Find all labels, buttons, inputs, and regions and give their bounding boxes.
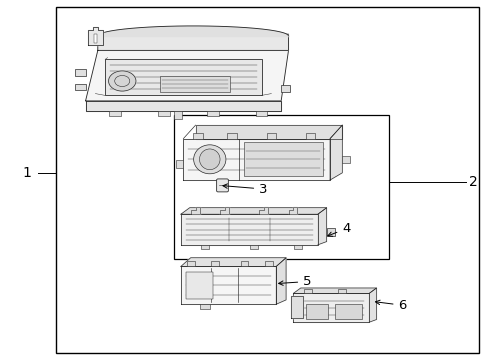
Polygon shape [293, 293, 368, 322]
Bar [294, 245, 302, 249]
Bar [105, 59, 261, 95]
Polygon shape [293, 288, 376, 293]
Bar [250, 245, 258, 249]
Circle shape [108, 71, 136, 91]
Bar [206, 111, 218, 116]
Polygon shape [98, 34, 288, 50]
Bar [255, 111, 267, 116]
Bar [176, 161, 183, 168]
Text: 1: 1 [22, 166, 31, 180]
Polygon shape [368, 288, 376, 322]
Polygon shape [195, 125, 342, 139]
Polygon shape [181, 214, 317, 245]
Polygon shape [190, 207, 199, 214]
Bar [109, 111, 121, 116]
Polygon shape [181, 266, 276, 304]
Bar [173, 115, 388, 259]
Bar [240, 261, 248, 266]
Bar [266, 133, 276, 139]
Bar [211, 261, 219, 266]
Bar [158, 111, 169, 116]
Polygon shape [183, 139, 329, 180]
Bar [304, 289, 311, 293]
Polygon shape [329, 125, 342, 180]
Polygon shape [85, 101, 281, 111]
Bar [56, 7, 478, 353]
Polygon shape [181, 258, 285, 266]
Bar [342, 156, 349, 163]
Bar [227, 133, 237, 139]
Bar [201, 245, 209, 249]
Polygon shape [220, 207, 228, 214]
Bar [94, 34, 97, 43]
Polygon shape [259, 207, 267, 214]
Bar [334, 304, 361, 319]
Bar [338, 289, 346, 293]
Text: 3: 3 [223, 183, 267, 195]
Polygon shape [288, 207, 297, 214]
Bar [75, 84, 85, 90]
Polygon shape [317, 208, 326, 245]
Text: 5: 5 [278, 275, 311, 288]
Ellipse shape [193, 145, 225, 174]
Polygon shape [87, 27, 103, 45]
Bar [326, 228, 335, 236]
Bar [305, 304, 327, 319]
Bar [160, 76, 230, 92]
Bar [75, 69, 85, 76]
Bar [244, 142, 322, 176]
Ellipse shape [199, 149, 220, 170]
Text: 2: 2 [468, 175, 477, 189]
Polygon shape [276, 258, 285, 304]
Bar [264, 261, 272, 266]
Bar [173, 111, 182, 119]
Text: 6: 6 [375, 299, 406, 312]
FancyBboxPatch shape [216, 179, 228, 192]
Bar [200, 304, 210, 309]
Bar [185, 272, 212, 299]
Polygon shape [85, 50, 288, 101]
Bar [193, 133, 203, 139]
Text: 4: 4 [327, 222, 350, 236]
Bar [281, 85, 289, 92]
Bar [305, 133, 315, 139]
Polygon shape [290, 296, 303, 318]
Bar [186, 261, 194, 266]
Polygon shape [181, 208, 326, 214]
